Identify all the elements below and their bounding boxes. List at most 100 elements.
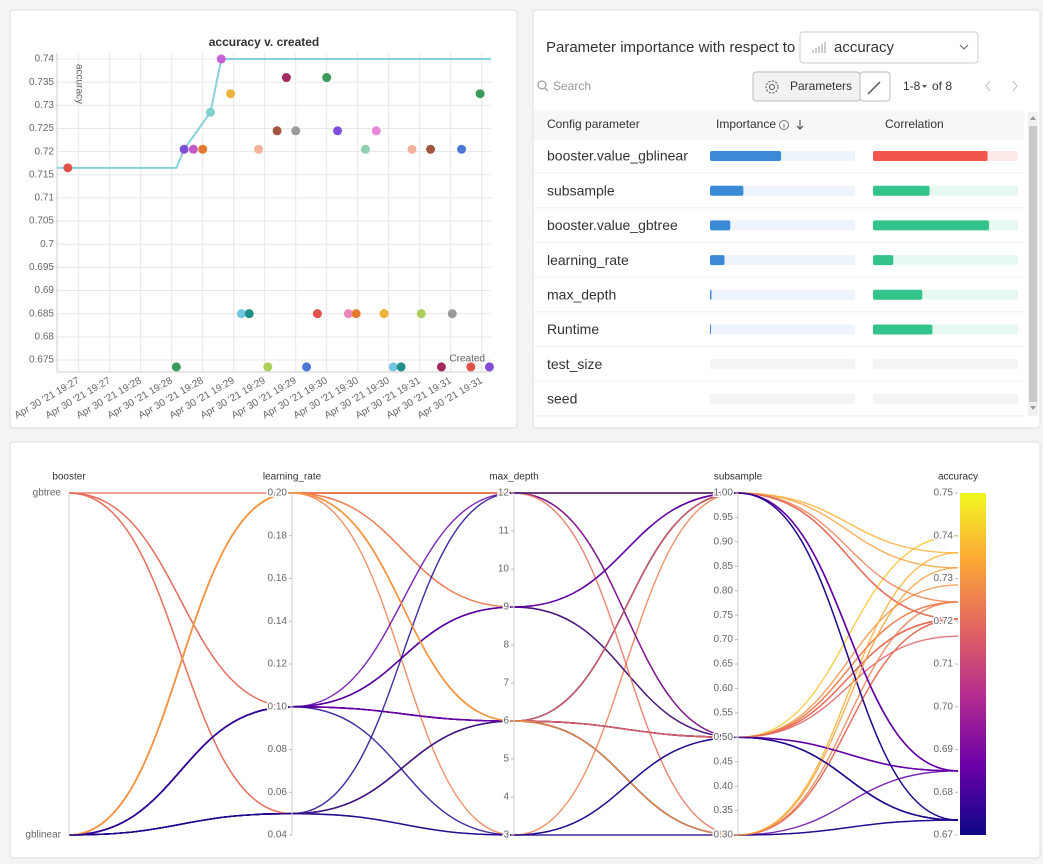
y-tick-label: 0.735 <box>29 77 54 88</box>
tick-label: 0.55 <box>714 707 734 718</box>
tick-label: 6 <box>503 716 509 727</box>
tick-label: 0.18 <box>268 530 288 541</box>
axis-label: max_depth <box>489 472 538 483</box>
search-input[interactable]: Search <box>553 79 591 93</box>
scroll-down[interactable] <box>1030 406 1036 410</box>
correlation-bar <box>873 185 930 196</box>
run-line <box>68 492 959 836</box>
y-tick-label: 0.685 <box>29 308 54 319</box>
point <box>447 309 457 319</box>
correlation-bar <box>873 324 933 335</box>
tick-label: 7 <box>503 678 509 689</box>
sort-arrow[interactable] <box>796 120 804 130</box>
tick-label: 0.73 <box>934 573 954 584</box>
bar-track <box>710 289 855 300</box>
tick-label: 11 <box>499 526 510 537</box>
axis-label: subsample <box>714 472 763 483</box>
tick-label: 0.68 <box>934 787 954 798</box>
metric-dropdown[interactable] <box>799 31 979 64</box>
point <box>475 89 485 99</box>
search-icon-handle <box>544 87 549 92</box>
tick-label: 0.30 <box>714 830 734 841</box>
point <box>484 362 494 372</box>
point <box>254 144 263 154</box>
tick-label: 0.70 <box>934 701 954 712</box>
page-range[interactable]: 1-8 <box>903 79 921 93</box>
column-header: Config parameter <box>547 117 640 131</box>
tick-label: 0.95 <box>714 512 734 523</box>
page-total: of 8 <box>932 79 952 93</box>
y-tick-label: 0.74 <box>35 54 55 65</box>
tick-label: 12 <box>498 488 510 499</box>
point <box>343 309 353 319</box>
correlation-bar <box>873 255 894 266</box>
y-tick-label: 0.71 <box>35 193 55 204</box>
y-tick-label: 0.725 <box>29 123 54 134</box>
axis-label: booster <box>52 472 86 483</box>
scatter-chart: accuracy v. created 0.675 0.68 0.685 0.69 0.6… <box>13 35 494 421</box>
tick-label: 0.45 <box>714 756 734 767</box>
importance-bar <box>710 185 744 196</box>
tick-label: 0.10 <box>268 701 288 712</box>
y-tick-label: 0.7 <box>40 239 54 250</box>
tick-label: 9 <box>503 602 509 613</box>
tick-label: 0.80 <box>714 585 734 596</box>
importance-bar <box>710 289 712 300</box>
y-tick-label: 0.73 <box>35 100 55 111</box>
tick-label: 0.74 <box>934 530 954 541</box>
x-axis-label: Created <box>449 354 485 365</box>
scrollbar-thumb[interactable] <box>1029 126 1037 402</box>
bar-track <box>710 359 855 370</box>
info-icon[interactable] <box>779 120 789 130</box>
y-tick-label: 0.675 <box>29 355 54 366</box>
parameter-name: subsample <box>547 182 615 198</box>
point <box>351 309 361 319</box>
point <box>188 144 198 154</box>
parallel-panel <box>9 441 1041 859</box>
parameter-name: learning_rate <box>547 252 629 268</box>
point <box>226 89 236 99</box>
point <box>457 144 467 154</box>
scroll-up[interactable] <box>1030 116 1036 120</box>
tick-label: 1.00 <box>714 488 734 499</box>
parameter-name: booster.value_gblinear <box>547 148 688 164</box>
tick-label: 10 <box>498 564 510 575</box>
axis-label: learning_rate <box>263 472 322 483</box>
next-page[interactable] <box>1012 80 1018 92</box>
correlation-bar <box>873 220 989 231</box>
bar-track <box>873 393 1018 404</box>
point <box>179 144 189 154</box>
bar-track <box>710 220 855 231</box>
chevron <box>959 44 969 50</box>
y-tick-label: 0.695 <box>29 262 54 273</box>
column-header[interactable]: Importance <box>716 117 776 131</box>
point <box>244 309 254 319</box>
bar-track <box>710 185 855 196</box>
point <box>416 309 426 319</box>
prev-page[interactable] <box>985 80 991 92</box>
point <box>63 163 73 173</box>
tick-label: 0.70 <box>714 634 734 645</box>
tick-label: 0.12 <box>268 659 288 670</box>
tick-label: 0.69 <box>934 744 954 755</box>
tick-label: 4 <box>503 792 509 803</box>
bar-track <box>710 324 855 335</box>
point <box>322 73 332 83</box>
bar-track <box>873 255 1018 266</box>
gear-icon-center <box>769 84 775 90</box>
tick-label: 0.85 <box>714 561 734 572</box>
tick-label: 3 <box>503 830 509 841</box>
scatter-panel <box>9 9 518 429</box>
importance-bar <box>710 324 711 335</box>
search-icon <box>537 80 547 90</box>
tick-label: 5 <box>503 754 509 765</box>
point <box>360 144 370 154</box>
point <box>263 362 273 372</box>
tick-label: 0.06 <box>268 787 288 798</box>
point <box>236 309 246 319</box>
point <box>171 362 181 372</box>
y-tick-label: 0.68 <box>35 331 55 342</box>
column-header: Correlation <box>885 117 944 131</box>
y-tick-label: 0.72 <box>35 146 55 157</box>
